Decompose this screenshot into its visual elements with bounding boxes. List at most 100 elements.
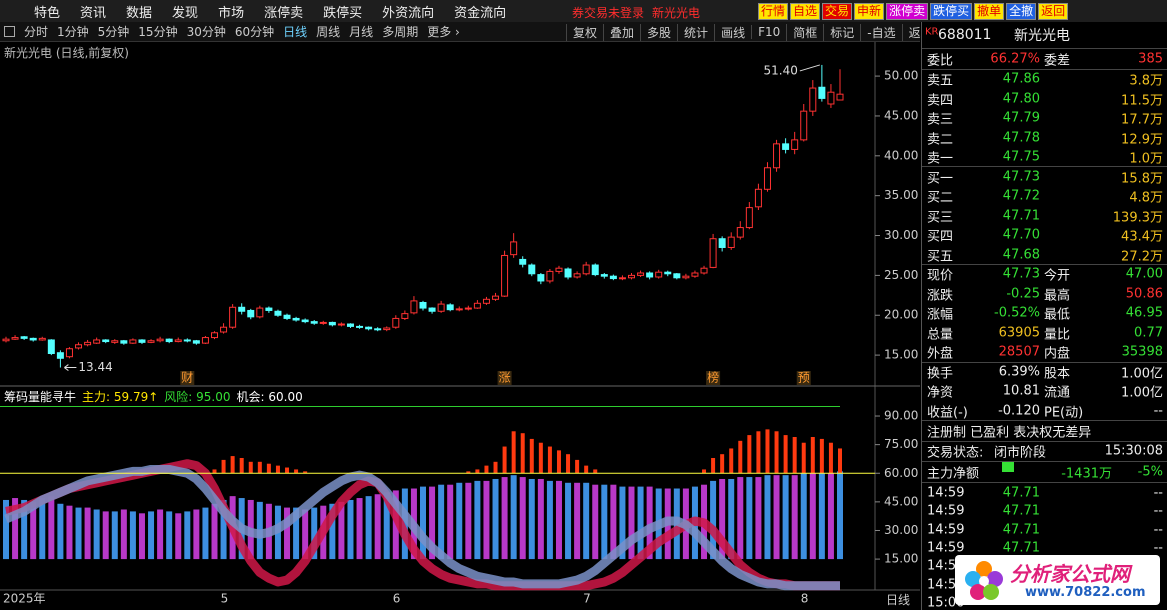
quick-button[interactable]: 撤单 bbox=[974, 3, 1005, 20]
candle-body bbox=[401, 313, 409, 319]
menu-item[interactable]: 市场 bbox=[218, 5, 245, 21]
watermark: 分析家公式网 www.70822.com bbox=[955, 555, 1160, 605]
energy-bar bbox=[755, 477, 762, 560]
energy-bar bbox=[619, 486, 626, 560]
tool-button[interactable]: -自选 bbox=[860, 23, 901, 41]
energy-bar bbox=[284, 507, 291, 560]
menu-item[interactable]: 资讯 bbox=[80, 5, 107, 21]
menu-item[interactable]: 跌停买 bbox=[323, 5, 363, 21]
y-tick-label: 30.00 bbox=[884, 523, 918, 537]
period-button[interactable]: 周线 bbox=[316, 25, 341, 39]
candle-body bbox=[492, 295, 500, 300]
candle-body bbox=[791, 139, 799, 150]
energy-bar bbox=[220, 499, 227, 560]
quick-button[interactable]: 申新 bbox=[854, 3, 885, 20]
energy-bar bbox=[75, 507, 82, 560]
heat-bar bbox=[810, 437, 815, 474]
quote-cell: 43.4万 bbox=[1121, 229, 1163, 245]
quick-button[interactable]: 涨停卖 bbox=[886, 3, 929, 20]
candle-body bbox=[736, 227, 744, 238]
heat-bar bbox=[466, 471, 471, 474]
menu-item[interactable]: 发现 bbox=[172, 5, 199, 21]
candle-body bbox=[700, 267, 708, 274]
quote-cell: 委比 bbox=[927, 53, 954, 69]
candle-body bbox=[537, 274, 545, 282]
energy-bar bbox=[456, 482, 463, 560]
toolbar-icon[interactable] bbox=[4, 26, 15, 37]
quick-button[interactable]: 全撤 bbox=[1006, 3, 1037, 20]
energy-bar bbox=[710, 480, 717, 560]
tool-button[interactable]: F10 bbox=[751, 25, 786, 39]
period-button[interactable]: 日线 bbox=[283, 25, 308, 39]
candle-body bbox=[165, 338, 173, 343]
period-button[interactable]: 更多 › bbox=[427, 25, 460, 39]
tool-button[interactable]: 复权 bbox=[566, 23, 603, 41]
candle-body bbox=[818, 86, 826, 99]
energy-bar bbox=[827, 473, 834, 560]
y-tick-label: 15.00 bbox=[884, 348, 918, 362]
x-tick-label: 7 bbox=[583, 592, 591, 606]
candle-body bbox=[510, 241, 518, 256]
energy-bar bbox=[837, 471, 843, 560]
quote-cell: 净资 bbox=[927, 385, 954, 401]
tool-button[interactable]: 统计 bbox=[677, 23, 714, 41]
energy-bar bbox=[21, 499, 28, 560]
candle-body bbox=[718, 238, 726, 248]
quote-cell: 47.73 bbox=[1002, 169, 1040, 184]
quote-cell: -1431万 bbox=[1061, 466, 1112, 482]
quote-cell: 0.77 bbox=[1134, 325, 1163, 340]
candle-body bbox=[591, 264, 599, 276]
quote-cell: 1.00亿 bbox=[1121, 385, 1163, 401]
quote-cell: 涨幅 bbox=[927, 307, 954, 323]
heat-bar bbox=[584, 465, 589, 474]
menu-item[interactable]: 特色 bbox=[34, 5, 61, 21]
y-tick-label: 45.00 bbox=[884, 494, 918, 508]
energy-bar bbox=[365, 496, 372, 560]
candle-body bbox=[29, 337, 37, 341]
period-button[interactable]: 30分钟 bbox=[186, 25, 226, 39]
quick-button[interactable]: 自选 bbox=[790, 3, 821, 20]
quote-cell: -0.25 bbox=[1006, 286, 1040, 301]
quote-cell: 14:59 bbox=[927, 485, 965, 501]
candle-body bbox=[192, 340, 200, 344]
quick-button[interactable]: 跌停买 bbox=[930, 3, 973, 20]
period-button[interactable]: 15分钟 bbox=[138, 25, 178, 39]
energy-bar bbox=[202, 507, 209, 560]
indicator-title: 筹码量能寻牛 bbox=[4, 390, 77, 404]
quote-panel: KR 688011 新光光电 委比 66.27% 委差 385 卖五 47.86 3.8万 卖四 47… bbox=[921, 22, 1167, 610]
y-tick-label: 45.00 bbox=[884, 108, 918, 122]
quote-cell: 139.3万 bbox=[1112, 210, 1163, 225]
heat-bar bbox=[538, 442, 543, 474]
tool-button[interactable]: 叠加 bbox=[603, 23, 640, 41]
energy-bar bbox=[601, 484, 608, 560]
menu-item[interactable]: 涨停卖 bbox=[264, 5, 304, 21]
period-button[interactable]: 5分钟 bbox=[97, 25, 130, 39]
tool-button[interactable]: 多股 bbox=[640, 23, 677, 41]
tool-button[interactable]: 画线 bbox=[714, 23, 751, 41]
period-button[interactable]: 60分钟 bbox=[234, 25, 275, 39]
quick-button[interactable]: 交易 bbox=[822, 3, 853, 20]
quote-cell: 今开 bbox=[1044, 268, 1071, 284]
tool-button[interactable]: 标记 bbox=[823, 23, 860, 41]
menu-item[interactable]: 资金流向 bbox=[454, 5, 507, 21]
energy-bar bbox=[492, 478, 499, 560]
quote-cell: 15.8万 bbox=[1121, 171, 1163, 186]
heat-bar bbox=[792, 437, 797, 474]
period-button[interactable]: 分时 bbox=[24, 25, 49, 39]
heat-bar bbox=[484, 465, 489, 474]
energy-bar bbox=[565, 482, 572, 560]
candle-body bbox=[836, 93, 844, 101]
quote-cell: 47.80 bbox=[1002, 91, 1040, 106]
energy-bar bbox=[637, 486, 644, 560]
quick-button[interactable]: 返回 bbox=[1038, 3, 1069, 20]
quote-cell: -- bbox=[1153, 403, 1163, 418]
menu-item[interactable]: 外资流向 bbox=[382, 5, 435, 21]
candle-body bbox=[528, 264, 536, 275]
period-button[interactable]: 月线 bbox=[349, 25, 374, 39]
quick-button[interactable]: 行情 bbox=[758, 3, 789, 20]
period-button[interactable]: 1分钟 bbox=[57, 25, 89, 39]
period-button[interactable]: 多周期 bbox=[382, 25, 419, 39]
tool-button[interactable]: 简框 bbox=[786, 23, 823, 41]
menu-item[interactable]: 数据 bbox=[126, 5, 153, 21]
